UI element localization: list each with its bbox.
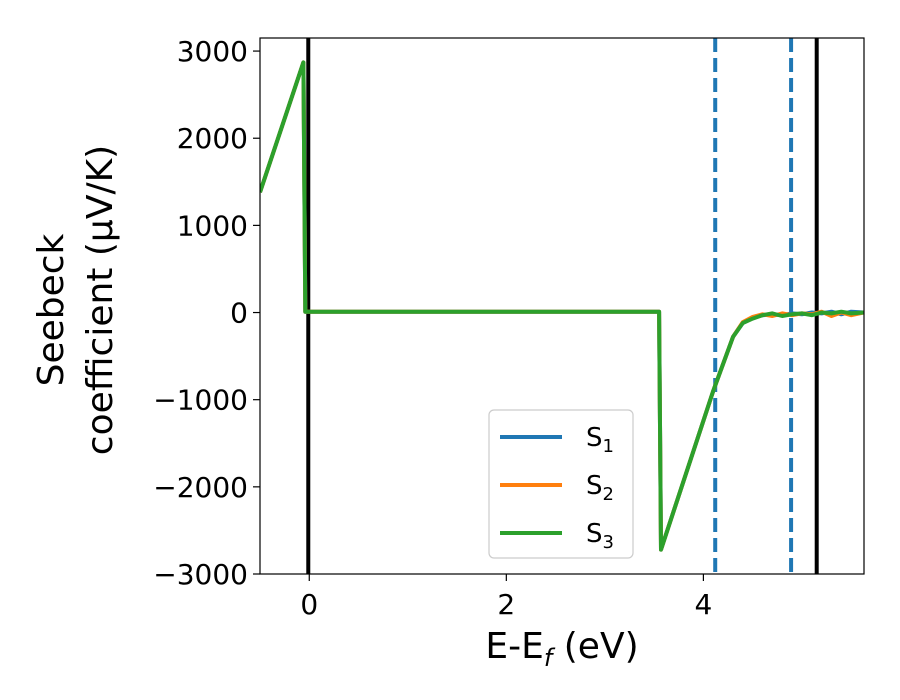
y-tick-label-5: −2000: [153, 471, 248, 504]
x-axis-title-main: E-E: [485, 626, 543, 667]
x-tick-label-0: 0: [300, 588, 318, 621]
legend-label-s3: S3: [586, 519, 614, 553]
y-tick-label-0: 3000: [177, 35, 248, 68]
x-axis-title: E-Ef (eV): [485, 626, 638, 672]
series-lines: [260, 60, 864, 552]
legend: S1 S2 S3: [488, 409, 634, 559]
legend-label-s2: S2: [586, 471, 614, 505]
y-axis-ticks: 3000 2000 1000 0 −1000 −2000 −3000: [153, 35, 260, 591]
plot-frame: [259, 37, 865, 575]
y-axis-title-line2: coefficient (μV/K): [80, 145, 121, 455]
y-axis-title-line1: Seebeck: [31, 233, 72, 386]
legend-label-s1: S1: [586, 423, 614, 457]
series-line-s3: [260, 60, 864, 552]
vertical-lines: [306, 38, 819, 574]
y-tick-label-1: 2000: [177, 122, 248, 155]
x-axis-title-unit: (eV): [552, 626, 638, 667]
y-tick-label-3: 0: [230, 297, 248, 330]
y-tick-label-6: −3000: [153, 558, 248, 591]
y-tick-label-2: 1000: [177, 209, 248, 242]
y-tick-label-4: −1000: [153, 384, 248, 417]
x-tick-label-1: 2: [497, 588, 515, 621]
x-axis-ticks: 0 2 4: [300, 574, 712, 621]
x-tick-label-2: 4: [694, 588, 712, 621]
y-axis-title: Seebeck coefficient (μV/K): [31, 145, 121, 455]
